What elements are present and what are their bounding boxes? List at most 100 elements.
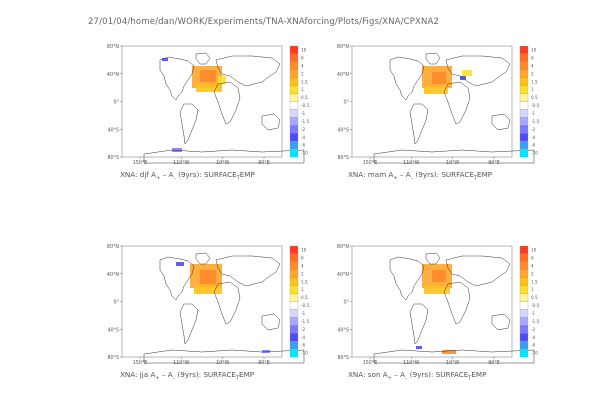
colorbar-swatch — [519, 261, 529, 270]
colorbar-swatch — [289, 333, 299, 342]
colorbar-label: -0.5 — [531, 303, 540, 308]
colorbar-swatch — [519, 85, 529, 94]
colorbar-swatch — [289, 245, 299, 255]
map-chart-son: 80°N 40°N 0° 40°S 80°S 150°E 110°W 10°W 90°E 10 6 4… — [337, 244, 540, 366]
x-tick-label: 110°W — [403, 160, 420, 166]
colorbar-label: 10 — [301, 48, 307, 53]
y-tick-label: 80°S — [337, 155, 349, 161]
colorbar-swatch — [519, 148, 529, 158]
colorbar-label: 0.5 — [531, 95, 538, 100]
map-area — [351, 45, 535, 164]
x-tick-label: 10°W — [216, 160, 230, 166]
colorbar-label: 1 — [301, 87, 304, 92]
coastline — [389, 256, 425, 301]
colorbar-label: 6 — [531, 55, 534, 60]
colorbar-swatch — [289, 109, 299, 118]
colorbar-label: -0.5 — [301, 103, 310, 108]
colorbar-swatch — [519, 340, 529, 350]
colorbar-label: -10 — [301, 351, 308, 356]
colorbar-label: -4 — [531, 135, 536, 140]
anomaly-patch — [172, 148, 182, 152]
y-tick-label: 0° — [344, 300, 349, 306]
anomaly-patch — [462, 70, 472, 76]
panel-caption: XNA: djf A+ – A– (9yrs): SURFACETEMP — [120, 170, 255, 182]
colorbar-swatch — [289, 348, 299, 358]
y-tick-label: 80°N — [107, 44, 120, 50]
colorbar-swatch — [289, 309, 299, 318]
colorbar-swatch — [519, 77, 529, 86]
anomaly-patch — [424, 286, 450, 294]
colorbar-label: -0.5 — [531, 103, 540, 108]
colorbar-swatch — [289, 69, 299, 78]
colorbar-label: 10 — [531, 48, 537, 53]
coastline — [213, 281, 241, 325]
panel-caption: XNA: jja A+ – A– (9yrs): SURFACETEMP — [120, 370, 255, 382]
x-tick-label: 90°E — [488, 360, 500, 366]
colorbar-label: 1 — [531, 287, 534, 292]
y-tick-label: 80°S — [107, 155, 119, 161]
colorbar-swatch — [289, 45, 299, 55]
colorbar-swatch — [289, 277, 299, 286]
coastline — [179, 303, 199, 345]
coastline — [409, 103, 429, 145]
colorbar-label: -1 — [301, 311, 306, 316]
coastline — [213, 81, 241, 125]
x-tick-label: 90°E — [258, 360, 270, 366]
map-frame — [121, 45, 283, 158]
page-title: 27/01/04/home/dan/WORK/Experiments/TNA-X… — [88, 17, 440, 27]
coastline — [445, 255, 511, 287]
anomaly-patch — [200, 70, 216, 82]
colorbar-label: -0.5 — [301, 303, 310, 308]
colorbar-swatch — [519, 101, 529, 110]
anomaly-patch — [176, 262, 184, 266]
colorbar-label: 2 — [301, 71, 304, 76]
anomaly-patch — [416, 346, 422, 349]
anomaly-patch — [194, 286, 222, 294]
colorbar-label: 1.5 — [531, 279, 538, 284]
map-panel-mam: 80°N 40°N 0° 40°S 80°S 150°E 110°W 10°W 90°E 10 6 4… — [330, 40, 589, 200]
colorbar-swatch — [289, 125, 299, 134]
colorbar-swatch — [289, 53, 299, 63]
anomaly-patch — [432, 72, 446, 84]
map-chart-jja: 80°N 40°N 0° 40°S 80°S 150°E 110°W 10°W 90°E 10 6 4… — [107, 244, 310, 366]
y-tick-label: 80°N — [337, 244, 350, 250]
colorbar-label: -2 — [301, 127, 306, 132]
colorbar-swatch — [289, 293, 299, 302]
colorbar-swatch — [289, 85, 299, 94]
colorbar-swatch — [289, 93, 299, 102]
coastline — [373, 349, 535, 364]
map-area — [121, 245, 305, 364]
coastline — [443, 81, 471, 125]
colorbar-swatch — [519, 348, 529, 358]
colorbar-swatch — [289, 317, 299, 326]
colorbar-swatch — [289, 269, 299, 278]
colorbar-swatch — [289, 148, 299, 158]
map-area — [121, 45, 305, 164]
x-tick-label: 110°W — [173, 360, 190, 366]
coastline — [195, 52, 211, 65]
colorbar-label: 2 — [531, 271, 534, 276]
map-frame — [351, 245, 513, 358]
colorbar-label: 1.5 — [531, 79, 538, 84]
panel-caption: XNA: mam A+ – A– (9yrs): SURFACETEMP — [348, 170, 493, 182]
colorbar-swatch — [519, 69, 529, 78]
coastline — [195, 252, 211, 265]
x-tick-label: 10°W — [446, 360, 460, 366]
y-tick-label: 40°N — [107, 272, 120, 278]
colorbar-label: 6 — [301, 55, 304, 60]
map-chart-djf: 80°N 40°N 0° 40°S 80°S 150°E 110°W 10°W 90°E 10 6 4… — [107, 44, 310, 166]
colorbar-swatch — [519, 301, 529, 310]
x-tick-label: 150°E — [133, 160, 148, 166]
map-panel-djf: 80°N 40°N 0° 40°S 80°S 150°E 110°W 10°W 90°E 10 6 4… — [100, 40, 360, 200]
map-panel-son: 80°N 40°N 0° 40°S 80°S 150°E 110°W 10°W 90°E 10 6 4… — [330, 240, 589, 400]
coastline — [425, 252, 441, 265]
x-tick-label: 150°E — [363, 160, 378, 166]
x-tick-label: 90°E — [488, 160, 500, 166]
colorbar-label: 1 — [531, 87, 534, 92]
y-tick-label: 40°S — [107, 127, 119, 133]
colorbar-swatch — [519, 109, 529, 118]
colorbar-swatch — [519, 133, 529, 142]
colorbar-label: -1 — [301, 111, 306, 116]
colorbar-label: -1 — [531, 311, 536, 316]
anomaly-patch — [162, 58, 168, 61]
